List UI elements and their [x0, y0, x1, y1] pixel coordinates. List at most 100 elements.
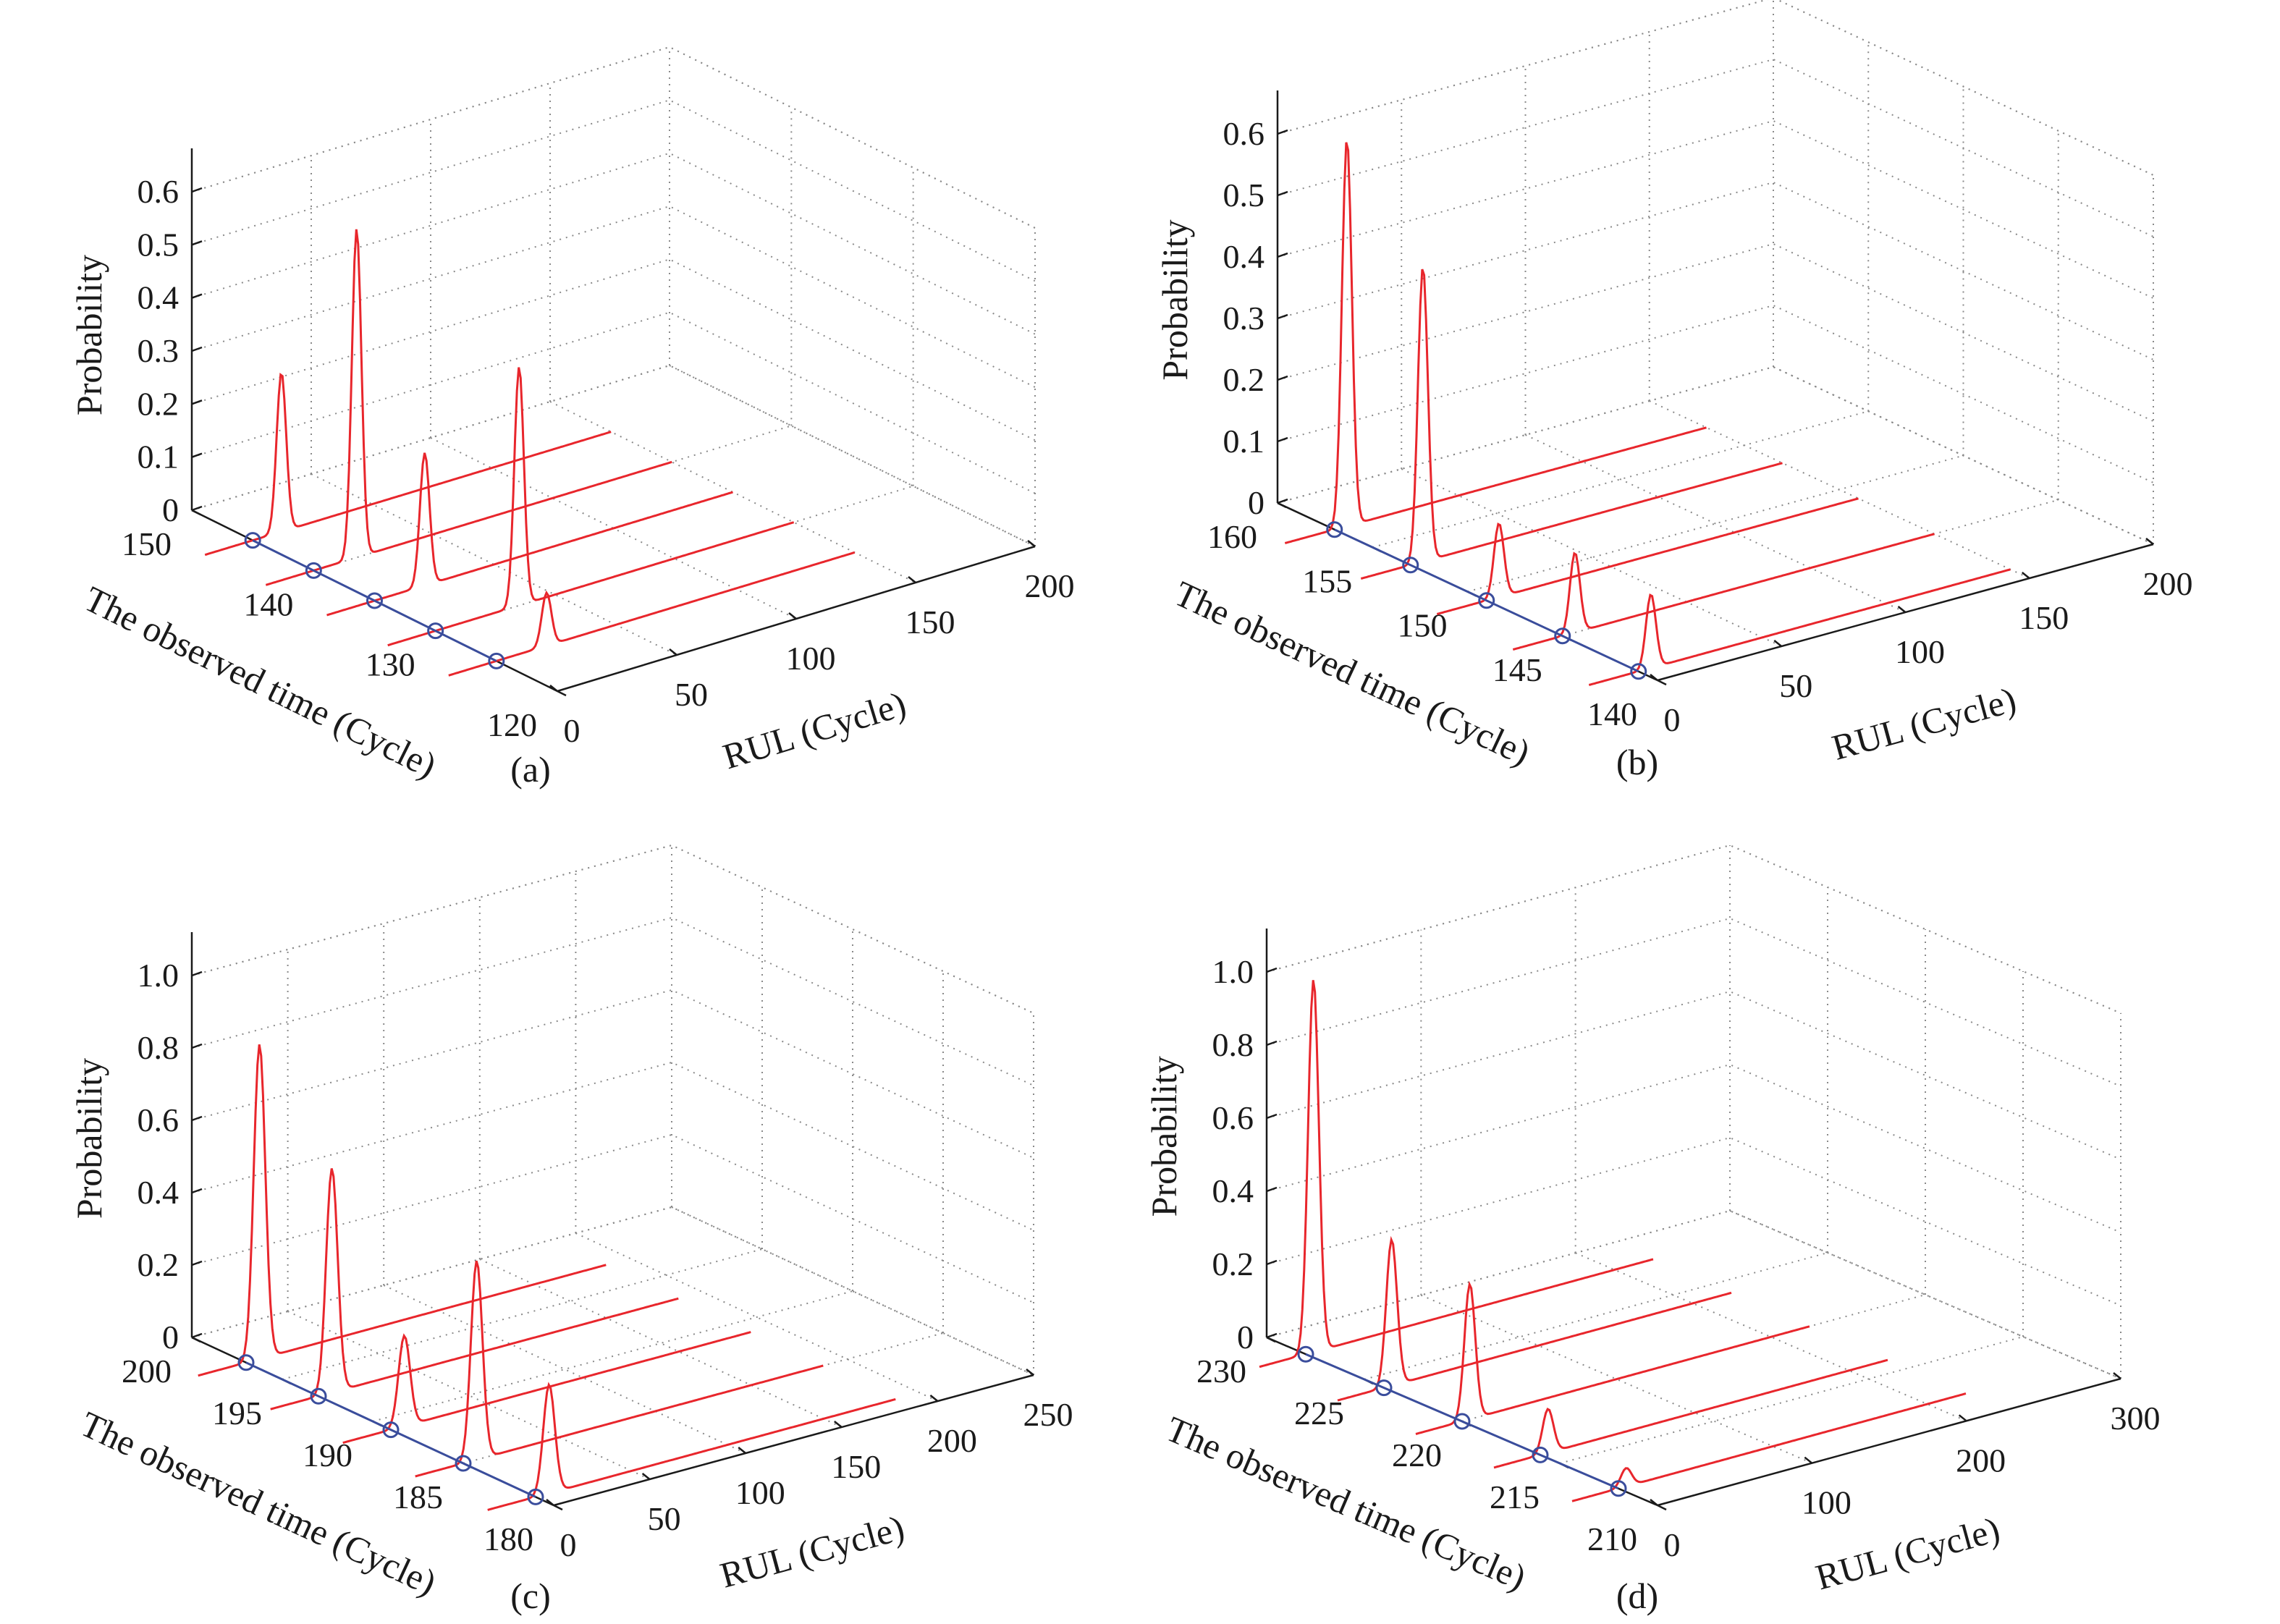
observed-time-marker-4 [1554, 627, 1571, 645]
pdf-curve-3 [1415, 1280, 1810, 1435]
y-tick [1650, 674, 1658, 681]
observed-time-marker-5 [527, 1488, 544, 1505]
y-tick [2145, 538, 2154, 545]
grid-floor-back [1266, 1209, 2121, 1379]
z-tick [1277, 313, 1288, 320]
observed-time-marker-1 [244, 532, 261, 549]
z-tick [191, 399, 203, 405]
z-tick [1277, 375, 1288, 381]
pdf-curve-2 [1337, 1235, 1732, 1402]
x-tick-label: 215 [1490, 1479, 1540, 1515]
grid-z-line [1266, 917, 2121, 1087]
panel-label: (c) [510, 1576, 551, 1616]
grid-z-line [191, 1133, 1034, 1303]
observed-time-line [1305, 1353, 1619, 1490]
observed-time-marker-3 [382, 1421, 400, 1439]
grid-z-line [1277, 304, 2154, 483]
z-tick [191, 1043, 203, 1049]
grid-top-back [1277, 0, 2154, 176]
y-axis-label: RUL (Cycle) [1811, 1509, 2004, 1598]
observed-time-marker-3 [366, 592, 383, 609]
grid-y-floor [1649, 400, 2030, 579]
grid-z-line [191, 46, 1036, 229]
z-tick-label: 0.6 [138, 173, 180, 210]
grid-z-line [1277, 58, 2154, 237]
y-axis-label: RUL (Cycle) [716, 1507, 908, 1595]
grid-top-back [191, 46, 1036, 229]
grid-x-floor [1559, 1336, 2024, 1464]
z-tick [191, 452, 203, 458]
z-tick [1277, 190, 1288, 197]
z-tick-label: 1.0 [138, 957, 180, 994]
y-tick [549, 685, 558, 692]
grid-floor-back [191, 1206, 1034, 1376]
x-tick-label: 145 [1492, 651, 1542, 688]
grid-y-floor [287, 1311, 651, 1480]
grid-z-line [191, 916, 1034, 1086]
z-tick-label: 0.2 [1223, 361, 1265, 398]
z-tick-label: 0 [1237, 1319, 1254, 1356]
z-tick [191, 1260, 203, 1266]
chart-panel-b: 0 0.1 0.2 0.3 0.4 0.5 0.6 160 155 150 145 140 0 50 100… [1154, 0, 2193, 782]
x-tick-label: 140 [243, 585, 293, 622]
x-tick [1657, 1504, 1667, 1511]
pdf-curve-4 [1493, 1358, 1888, 1469]
y-tick-label: 150 [905, 604, 955, 640]
grid-y-floor [479, 1259, 843, 1428]
grid-z-line [1266, 1063, 2121, 1233]
z-tick-label: 0.3 [1223, 300, 1265, 337]
y-tick [1027, 540, 1036, 547]
grid-x-floor [372, 1290, 853, 1422]
z-tick [191, 240, 203, 246]
y-tick [738, 1447, 746, 1454]
pdf-curve-4 [415, 1260, 824, 1478]
grid-floor-back [1277, 365, 2154, 545]
x-tick [553, 1504, 563, 1511]
observed-time-marker-2 [1375, 1379, 1393, 1397]
grid-z-line [191, 258, 1036, 441]
x-tick-label: 230 [1196, 1353, 1246, 1390]
grid-z-line [191, 205, 1036, 388]
pdf-curve-1 [1284, 142, 1707, 544]
grid-x-floor [1372, 410, 1869, 549]
pdf-curve-5 [448, 551, 856, 677]
panel-label: (a) [510, 749, 551, 790]
y-tick [929, 1395, 939, 1402]
grid-z-line [1266, 844, 2121, 1014]
y-tick-label: 50 [648, 1500, 681, 1537]
x-tick-label: 160 [1207, 518, 1257, 555]
pdf-curve-5 [487, 1382, 896, 1511]
observed-time-marker-4 [455, 1455, 472, 1472]
y-tick-label: 100 [1802, 1484, 1852, 1521]
z-tick-label: 0.6 [1223, 115, 1265, 152]
z-tick [1277, 129, 1288, 135]
grid-y-floor [383, 1285, 746, 1454]
z-tick-label: 0 [1248, 484, 1264, 521]
grid-z-line [191, 364, 1036, 547]
grid-y-floor [549, 401, 916, 583]
pdf-curve-2 [1360, 268, 1783, 580]
z-tick-label: 0.2 [138, 1246, 180, 1283]
grid-z-line [191, 311, 1036, 494]
chart-panel-d: 0 0.2 0.4 0.6 0.8 1.0 230 225 220 215 210 0 100 200 30… [1144, 844, 2161, 1616]
y-axis-label: RUL (Cycle) [1828, 679, 2020, 768]
y-tick-label: 100 [1895, 633, 1945, 670]
grid-z-line [191, 1206, 1034, 1376]
y-axis-line [553, 1374, 1034, 1507]
z-axis-label: Probability [69, 1058, 109, 1219]
y-axis-line [1657, 1377, 2121, 1507]
z-tick-label: 0.4 [1223, 238, 1265, 275]
z-tick [191, 970, 203, 977]
x-tick-label: 195 [212, 1395, 262, 1431]
grid-z-line [1266, 1209, 2121, 1379]
z-tick-label: 0.8 [1212, 1026, 1254, 1063]
x-tick [1266, 1336, 1276, 1343]
z-tick-label: 0.6 [138, 1101, 180, 1138]
y-tick [834, 1421, 843, 1428]
grid-floor-back [191, 364, 1036, 547]
pdf-curve-4 [1512, 533, 1935, 651]
observed-time-marker-3 [1453, 1413, 1471, 1430]
x-tick-label: 200 [122, 1353, 172, 1390]
z-tick [191, 1188, 203, 1194]
